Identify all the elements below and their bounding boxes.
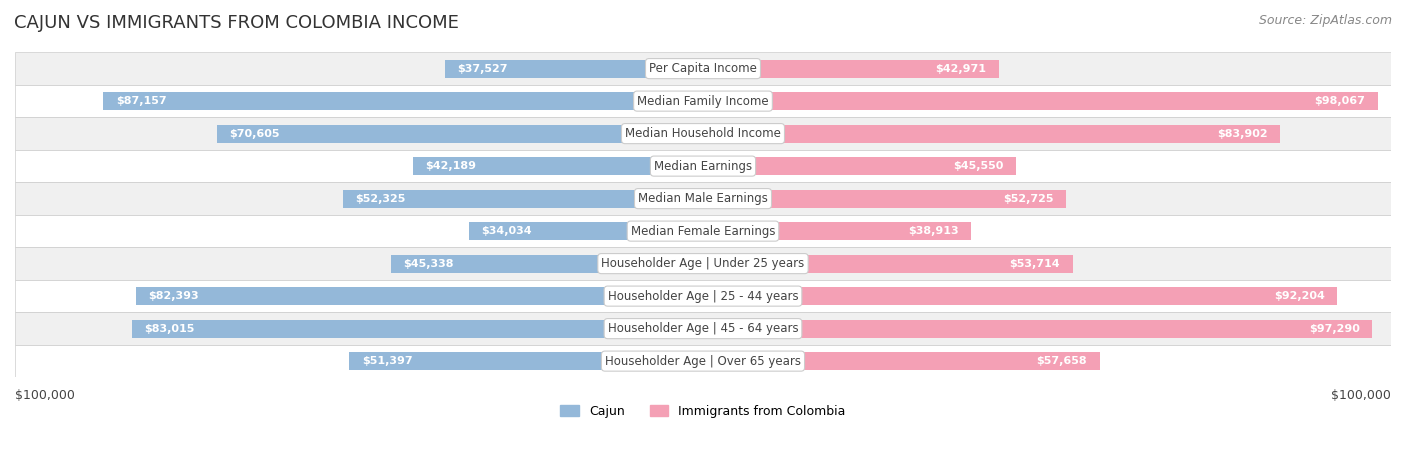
Text: $51,397: $51,397 [361, 356, 412, 366]
Text: Median Family Income: Median Family Income [637, 95, 769, 107]
Text: $42,189: $42,189 [425, 161, 477, 171]
Text: Householder Age | 25 - 44 years: Householder Age | 25 - 44 years [607, 290, 799, 303]
Text: $34,034: $34,034 [481, 226, 531, 236]
Bar [703, 92, 1378, 110]
Bar [15, 280, 1391, 312]
Text: $70,605: $70,605 [229, 128, 280, 139]
Bar [703, 222, 970, 240]
Text: $38,913: $38,913 [908, 226, 959, 236]
Text: $37,527: $37,527 [457, 64, 508, 74]
Text: Source: ZipAtlas.com: Source: ZipAtlas.com [1258, 14, 1392, 27]
Bar [703, 190, 1066, 207]
Text: $83,015: $83,015 [145, 324, 194, 333]
Text: $45,550: $45,550 [953, 161, 1004, 171]
Bar [15, 117, 1391, 150]
Bar [15, 182, 1391, 215]
Bar [104, 92, 703, 110]
Text: $87,157: $87,157 [115, 96, 166, 106]
Bar [349, 352, 703, 370]
Text: $42,971: $42,971 [935, 64, 986, 74]
Text: $97,290: $97,290 [1309, 324, 1360, 333]
Text: $98,067: $98,067 [1315, 96, 1365, 106]
Legend: Cajun, Immigrants from Colombia: Cajun, Immigrants from Colombia [555, 400, 851, 423]
Text: Householder Age | 45 - 64 years: Householder Age | 45 - 64 years [607, 322, 799, 335]
Bar [15, 150, 1391, 182]
Bar [703, 255, 1073, 273]
Text: Median Male Earnings: Median Male Earnings [638, 192, 768, 205]
Text: $82,393: $82,393 [149, 291, 200, 301]
Bar [15, 215, 1391, 248]
Text: Median Earnings: Median Earnings [654, 160, 752, 173]
Text: $52,725: $52,725 [1002, 194, 1053, 204]
Text: $57,658: $57,658 [1036, 356, 1087, 366]
Bar [15, 248, 1391, 280]
Text: Per Capita Income: Per Capita Income [650, 62, 756, 75]
Text: $53,714: $53,714 [1010, 259, 1060, 269]
Text: Householder Age | Over 65 years: Householder Age | Over 65 years [605, 354, 801, 368]
Bar [703, 352, 1099, 370]
Bar [15, 312, 1391, 345]
Bar [703, 157, 1017, 175]
Text: Householder Age | Under 25 years: Householder Age | Under 25 years [602, 257, 804, 270]
Bar [391, 255, 703, 273]
Bar [15, 85, 1391, 117]
Bar [343, 190, 703, 207]
Bar [703, 287, 1337, 305]
Text: $52,325: $52,325 [356, 194, 406, 204]
Bar [703, 125, 1281, 142]
Bar [218, 125, 703, 142]
Text: CAJUN VS IMMIGRANTS FROM COLOMBIA INCOME: CAJUN VS IMMIGRANTS FROM COLOMBIA INCOME [14, 14, 458, 32]
Bar [703, 320, 1372, 338]
Bar [15, 345, 1391, 377]
Text: $45,338: $45,338 [404, 259, 454, 269]
Text: Median Household Income: Median Household Income [626, 127, 780, 140]
Bar [703, 60, 998, 78]
Text: $83,902: $83,902 [1218, 128, 1268, 139]
Bar [413, 157, 703, 175]
Bar [132, 320, 703, 338]
Text: Median Female Earnings: Median Female Earnings [631, 225, 775, 238]
Bar [15, 52, 1391, 85]
Bar [444, 60, 703, 78]
Text: $100,000: $100,000 [1331, 389, 1391, 402]
Text: $92,204: $92,204 [1274, 291, 1324, 301]
Bar [468, 222, 703, 240]
Bar [136, 287, 703, 305]
Text: $100,000: $100,000 [15, 389, 75, 402]
